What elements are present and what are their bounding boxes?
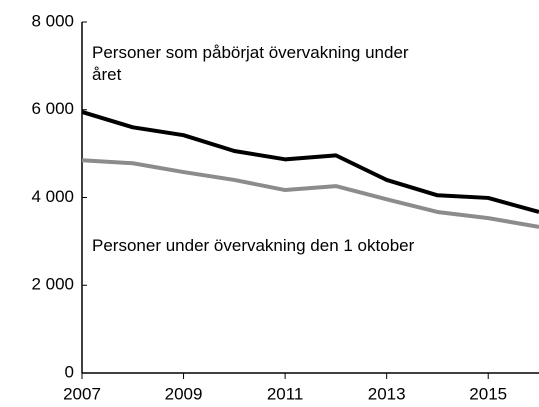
y-tick-label: 8 000 bbox=[31, 11, 74, 30]
x-tick-label: 2009 bbox=[165, 384, 203, 403]
series-line bbox=[81, 110, 539, 214]
series-label: Personer som påbörjat övervakning under … bbox=[92, 43, 409, 84]
x-tick-label: 2013 bbox=[368, 384, 406, 403]
series-label: Personer under övervakning den 1 oktober bbox=[92, 236, 415, 255]
y-tick-label: 2 000 bbox=[31, 275, 74, 294]
x-tick-label: 2011 bbox=[267, 384, 304, 403]
y-tick-label: 6 000 bbox=[31, 99, 74, 118]
x-tick-label: 2015 bbox=[469, 384, 507, 403]
series-line bbox=[81, 158, 539, 229]
y-tick-label: 4 000 bbox=[31, 187, 74, 206]
y-tick-label: 0 bbox=[65, 362, 74, 381]
x-tick-label: 2007 bbox=[63, 384, 101, 403]
